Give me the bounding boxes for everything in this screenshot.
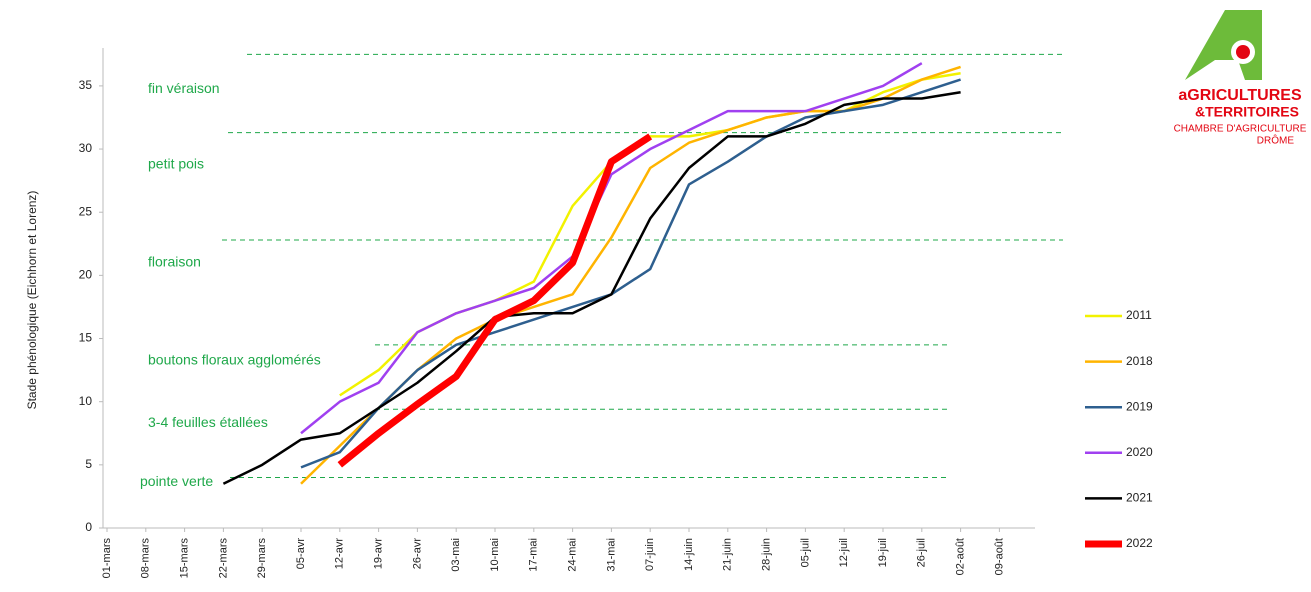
legend-label: 2020	[1126, 445, 1153, 459]
y-tick-label: 20	[79, 268, 93, 282]
legend-label: 2011	[1126, 308, 1152, 322]
stage-label: floraison	[148, 254, 201, 270]
x-tick-label: 12-avr	[334, 538, 346, 570]
stage-label: 3-4 feuilles étallées	[148, 414, 268, 430]
x-tick-label: 07-juin	[644, 538, 656, 571]
stage-label: boutons floraux agglomérés	[148, 352, 321, 368]
x-tick-label: 26-avr	[411, 538, 423, 570]
series-line	[337, 133, 653, 468]
logo-line: &TERRITOIRES	[1195, 104, 1299, 120]
x-tick-label: 24-mai	[567, 538, 579, 572]
stage-label: petit pois	[148, 155, 204, 171]
legend-label: 2021	[1126, 491, 1153, 505]
x-tick-label: 05-juil	[799, 538, 811, 567]
y-tick-label: 35	[79, 78, 93, 92]
series-line	[300, 62, 923, 435]
y-axis-title: Stade phénologique (Eichhorn et Lorenz)	[25, 191, 39, 410]
legend-label: 2022	[1126, 536, 1153, 550]
y-tick-label: 30	[79, 141, 93, 155]
series-line	[300, 78, 961, 469]
x-tick-label: 01-mars	[101, 538, 113, 579]
x-tick-label: 21-juin	[722, 538, 734, 571]
legend-label: 2019	[1126, 399, 1153, 413]
stage-label: fin véraison	[148, 80, 220, 96]
y-tick-label: 15	[79, 331, 93, 345]
x-tick-label: 22-mars	[217, 538, 229, 579]
logo-line: CHAMBRE D'AGRICULTURE	[1174, 124, 1307, 135]
x-tick-label: 29-mars	[256, 538, 268, 579]
x-tick-label: 10-mai	[489, 538, 501, 572]
y-tick-label: 5	[85, 457, 92, 471]
x-tick-label: 19-avr	[373, 538, 385, 570]
x-tick-label: 02-août	[955, 538, 967, 575]
x-tick-label: 19-juil	[877, 538, 889, 567]
x-tick-label: 12-juil	[838, 538, 850, 567]
series-line	[339, 72, 961, 397]
logo-line: DRÔME	[1257, 134, 1295, 147]
x-tick-label: 09-août	[993, 538, 1005, 575]
series-line	[222, 90, 961, 485]
logo-dot	[1236, 45, 1250, 59]
x-tick-label: 08-mars	[140, 538, 152, 579]
y-tick-label: 0	[85, 520, 92, 534]
y-tick-label: 10	[79, 394, 93, 408]
x-tick-label: 28-juin	[761, 538, 773, 571]
x-tick-label: 31-mai	[605, 538, 617, 572]
x-tick-label: 14-juin	[683, 538, 695, 571]
x-tick-label: 05-avr	[295, 538, 307, 570]
logo: aGRICULTURES &TERRITOIRES CHAMBRE D'AGRI…	[1174, 10, 1307, 147]
x-tick-label: 26-juil	[916, 538, 928, 567]
y-tick-label: 25	[79, 204, 93, 218]
x-tick-label: 17-mai	[528, 538, 540, 572]
stage-label: pointe verte	[140, 473, 213, 489]
x-tick-label: 15-mars	[179, 538, 191, 579]
x-tick-label: 03-mai	[450, 538, 462, 572]
legend-label: 2018	[1126, 354, 1153, 368]
logo-line: aGRICULTURES	[1178, 87, 1302, 104]
